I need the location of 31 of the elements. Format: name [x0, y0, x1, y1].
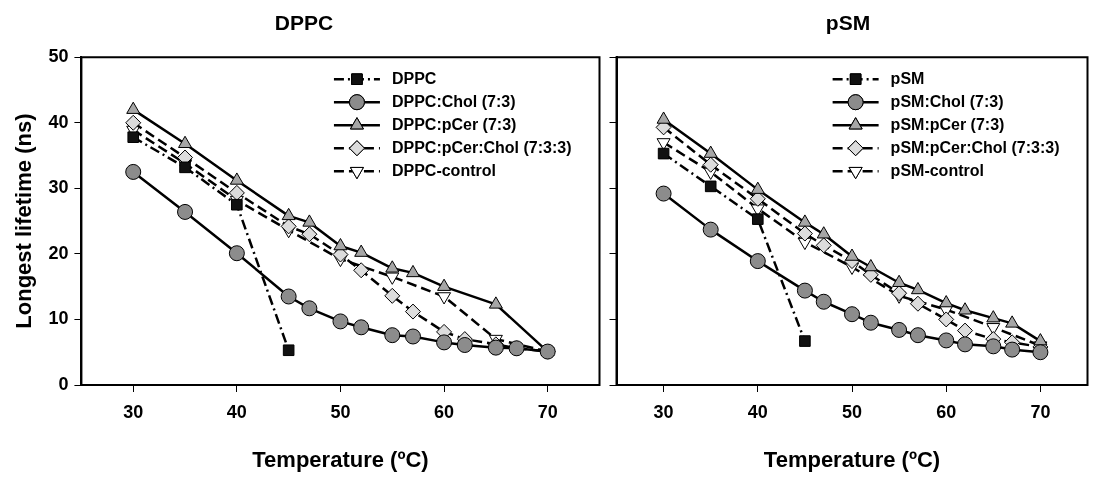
x-tick-label: 30: [653, 401, 674, 422]
y-tick-label: 0: [58, 373, 69, 394]
legend-label: DPPC: [391, 69, 437, 87]
x-tick-label: 40: [226, 401, 247, 422]
legend-label: DPPC:pCer:Chol (7:3:3): [391, 138, 572, 156]
legend-label: pSM:Chol (7:3): [890, 92, 1004, 110]
x-tick-label: 30: [123, 401, 144, 422]
y-axis-title: Longest lifetime (ns): [11, 113, 37, 329]
legend-label: pSM:pCer:Chol (7:3:3): [890, 138, 1060, 156]
y-tick-label: 50: [48, 46, 69, 67]
x-tick-label: 60: [936, 401, 957, 422]
chart-title: DPPC: [274, 11, 334, 35]
y-tick-label: 40: [48, 111, 69, 132]
legend-label: DPPC:pCer (7:3): [391, 115, 517, 133]
x-tick-label: 40: [747, 401, 768, 422]
legend-label: DPPC-control: [391, 161, 496, 179]
x-axis-title: Temperature (ºC): [763, 446, 941, 472]
y-tick-label: 10: [48, 308, 69, 329]
legend-label: DPPC:Chol (7:3): [391, 92, 516, 110]
legend-label: pSM: [890, 69, 925, 87]
x-axis-title: Temperature (ºC): [252, 446, 429, 472]
legend-label: pSM-control: [890, 161, 984, 179]
x-tick-label: 70: [1030, 401, 1051, 422]
y-tick-label: 20: [48, 242, 69, 263]
legend-label: pSM:pCer (7:3): [890, 115, 1005, 133]
chart-title: pSM: [825, 11, 871, 35]
x-tick-label: 50: [330, 401, 351, 422]
x-tick-label: 70: [537, 401, 558, 422]
y-tick-label: 30: [48, 177, 69, 198]
x-tick-label: 60: [434, 401, 455, 422]
x-tick-label: 50: [841, 401, 863, 422]
